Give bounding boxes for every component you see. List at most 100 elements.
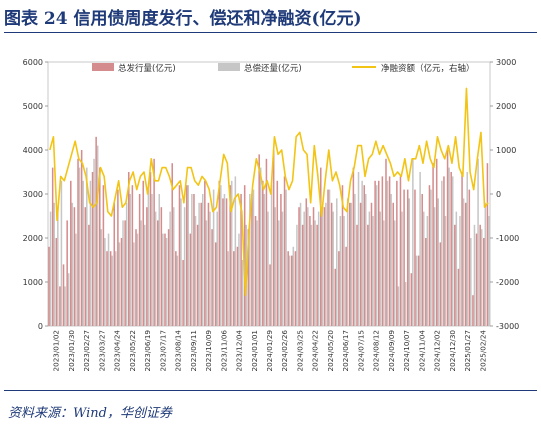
issuance-bar [88, 224, 90, 326]
repayment-bar [133, 242, 135, 326]
issuance-bar [417, 255, 420, 326]
repayment-bar [455, 211, 458, 326]
x-tick-label: 2024/05/20 [326, 330, 335, 372]
issuance-bar [185, 185, 188, 326]
repayment-bar [194, 216, 197, 326]
left-tick-label: 2000 [23, 234, 43, 243]
issuance-bar [233, 251, 235, 326]
repayment-bar [136, 233, 139, 326]
issuance-bar [254, 216, 257, 326]
issuance-bar [171, 163, 173, 326]
repayment-bar [354, 194, 356, 326]
repayment-bar [484, 202, 487, 326]
issuance-bar [55, 238, 58, 326]
repayment-bar [437, 198, 439, 326]
x-tick-label: 2024/06/17 [341, 330, 350, 371]
repayment-bar [216, 211, 218, 326]
issuance-bar [454, 224, 456, 326]
source-divider [4, 390, 537, 391]
left-axis: 0 1000 2000 3000 4000 5000 6000 [23, 58, 48, 331]
repayment-bar [82, 180, 84, 326]
right-axis: -3000 -2000 -1000 0 1000 2000 3000 [490, 58, 519, 331]
issuance-bar [388, 176, 391, 326]
repayment-bar [270, 185, 273, 326]
repayment-bar [104, 238, 106, 326]
issuance-bar [236, 246, 239, 326]
issuance-bar [276, 180, 279, 326]
issuance-bar [334, 268, 337, 326]
legend-repayment-swatch [218, 63, 240, 71]
repayment-bar [230, 180, 233, 326]
repayment-bar [404, 282, 407, 326]
repayment-bar [154, 211, 157, 326]
x-axis: 2023/01/02 2023/01/30 2023/02/27 2023/03/27… [52, 330, 488, 372]
legend-repayment-label: 总偿还量(亿元) [244, 63, 302, 74]
net-financing-series [49, 87, 489, 297]
issuance-bar [138, 194, 141, 326]
repayment-bar [473, 224, 476, 326]
legend-issuance-swatch [92, 63, 114, 71]
x-tick-label: 2024/01/01 [250, 330, 259, 371]
repayment-bar [462, 198, 465, 326]
issuance-bar [153, 158, 155, 326]
repayment-bar [191, 194, 193, 326]
issuance-bar [338, 251, 340, 326]
repayment-bar [96, 145, 99, 326]
issuance-bar [283, 176, 286, 326]
issuance-bar [272, 150, 275, 326]
repayment-bar [401, 211, 403, 326]
issuance-bar [385, 158, 387, 326]
repayment-bar [158, 194, 161, 326]
repayment-bar [147, 189, 150, 326]
issuance-bar [127, 172, 130, 326]
issuance-bar [258, 154, 260, 326]
repayment-bar [419, 172, 421, 326]
issuance-bar [135, 229, 137, 326]
issuance-bar [120, 238, 123, 326]
x-tick-label: 2024/04/22 [311, 330, 320, 371]
repayment-bar [343, 216, 345, 326]
repayment-bar [480, 229, 483, 326]
issuance-bar [182, 260, 184, 326]
issuance-bar [396, 180, 398, 326]
repayment-bar [336, 198, 338, 326]
repayment-bar [332, 211, 334, 326]
issuance-bar [77, 158, 79, 326]
x-tick-label: 2025/02/24 [478, 330, 487, 372]
repayment-bar [60, 180, 63, 326]
repayment-bar [379, 211, 382, 326]
issuance-bar [287, 251, 289, 326]
repayment-bar [151, 194, 153, 326]
right-tick-label: 2000 [496, 102, 516, 111]
issuance-bar [225, 198, 228, 326]
issuance-bar [294, 251, 297, 326]
repayment-bar [459, 216, 461, 326]
issuance-bar [124, 220, 126, 326]
issuance-bar [377, 180, 380, 326]
repayment-bar [488, 216, 490, 326]
repayment-bar [477, 158, 479, 326]
repayment-bar [325, 202, 327, 326]
issuance-bar [146, 207, 148, 326]
repayment-bar [201, 194, 204, 326]
repayment-bar [122, 220, 124, 326]
repayment-bar [144, 224, 146, 326]
issuance-bar [218, 180, 221, 326]
issuance-bar [399, 176, 402, 326]
issuance-bar [472, 295, 474, 326]
repayment-bar [220, 185, 222, 326]
repayment-bar [296, 224, 298, 326]
issuance-bar [102, 185, 105, 326]
x-tick-label: 2023/07/17 [158, 330, 167, 371]
repayment-bars [49, 145, 490, 326]
issuance-bar [113, 202, 116, 326]
issuance-bar [229, 185, 231, 326]
repayment-bar [444, 216, 447, 326]
repayment-bar [187, 185, 190, 326]
repayment-bar [165, 238, 168, 326]
repayment-bar [205, 220, 208, 326]
issuance-bar [483, 238, 485, 326]
issuance-bar [367, 224, 369, 326]
issuance-bar [73, 207, 76, 326]
issuance-bar [167, 229, 170, 326]
